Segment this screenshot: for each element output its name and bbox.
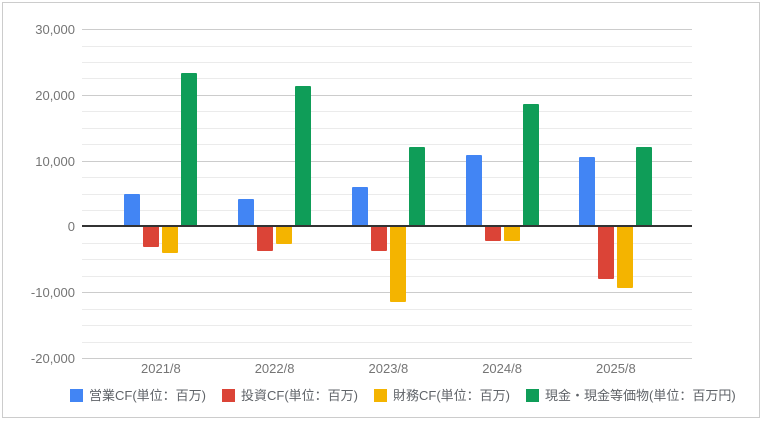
chart-bar[interactable]	[143, 226, 160, 247]
chart-bar[interactable]	[579, 157, 596, 227]
x-axis-tick-label: 2024/8	[482, 361, 522, 376]
y-axis-tick-label: 30,000	[35, 22, 75, 37]
chart-bar[interactable]	[465, 154, 482, 227]
chart-bar[interactable]	[351, 186, 368, 227]
legend-swatch	[222, 389, 235, 402]
chart-bar[interactable]	[598, 226, 615, 279]
major-gridline	[82, 358, 692, 359]
major-gridline	[82, 94, 692, 96]
minor-gridline	[82, 111, 692, 113]
chart-bar[interactable]	[617, 226, 634, 289]
chart-bar[interactable]	[162, 226, 179, 253]
minor-gridline	[82, 61, 692, 63]
minor-gridline	[82, 144, 692, 146]
minor-gridline	[82, 275, 692, 277]
major-gridline	[82, 292, 692, 294]
x-axis-tick-label: 2025/8	[596, 361, 636, 376]
minor-gridline	[82, 325, 692, 327]
legend-swatch	[374, 389, 387, 402]
legend-item: 財務CF(単位：百万)	[374, 388, 510, 403]
minor-gridline	[82, 45, 692, 47]
chart-bar[interactable]	[522, 104, 539, 227]
minor-gridline	[82, 127, 692, 129]
minor-gridline	[82, 193, 692, 195]
minor-gridline	[82, 341, 692, 343]
y-axis-tick-label: 0	[67, 219, 75, 235]
minor-gridline	[82, 259, 692, 261]
legend-item: 投資CF(単位：百万)	[222, 388, 358, 403]
minor-gridline	[82, 78, 692, 80]
chart-bar[interactable]	[257, 226, 274, 251]
major-gridline	[82, 160, 692, 162]
chart-bar[interactable]	[503, 226, 520, 241]
y-axis-tick-label: 10,000	[35, 153, 75, 169]
legend-item: 営業CF(単位：百万)	[70, 388, 206, 403]
y-axis-tick-label: 20,000	[35, 87, 75, 103]
chart-bar[interactable]	[484, 226, 501, 242]
legend: 営業CF(単位：百万) 投資CF(単位：百万) 財務CF(単位：百万) 現金・現金等価…	[70, 388, 736, 403]
minor-gridline	[82, 308, 692, 310]
chart-bar[interactable]	[389, 226, 406, 303]
legend-label: 投資CF(単位：百万)	[241, 388, 358, 403]
legend-label: 現金・現金等価物(単位：百万円)	[545, 388, 736, 403]
chart-bar[interactable]	[238, 198, 255, 227]
chart-bar[interactable]	[295, 86, 312, 227]
minor-gridline	[82, 177, 692, 179]
x-axis-tick-label: 2021/8	[141, 361, 181, 376]
minor-gridline	[82, 210, 692, 211]
chart-bar[interactable]	[276, 226, 293, 245]
chart-bar[interactable]	[124, 193, 141, 227]
y-axis-tick-label: -10,000	[30, 285, 75, 301]
minor-gridline	[82, 242, 692, 244]
legend-label: 営業CF(単位：百万)	[89, 388, 206, 403]
x-axis-tick-label: 2022/8	[254, 361, 295, 376]
chart-bar[interactable]	[370, 226, 387, 252]
legend-label: 財務CF(単位：百万)	[393, 388, 510, 403]
x-axis-tick-label: 2023/8	[368, 361, 409, 376]
zero-axis-line	[82, 225, 692, 228]
legend-swatch	[70, 389, 83, 402]
y-axis-tick-label: -20,000	[30, 351, 75, 366]
chart-bar[interactable]	[408, 146, 425, 227]
chart-bar[interactable]	[636, 146, 653, 227]
legend-swatch	[526, 389, 539, 402]
chart-bar[interactable]	[181, 73, 198, 227]
major-gridline	[82, 29, 692, 30]
legend-item: 現金・現金等価物(単位：百万円)	[526, 388, 736, 403]
